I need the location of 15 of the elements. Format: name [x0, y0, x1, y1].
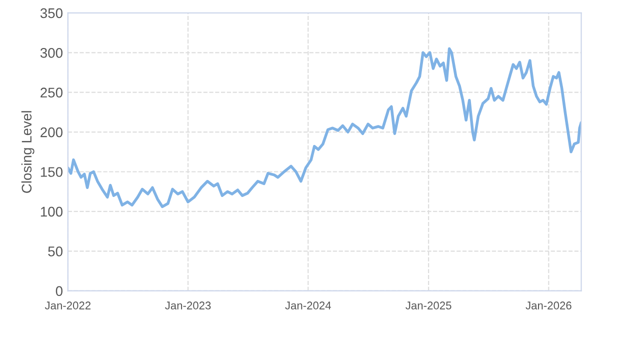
y-tick-label: 50	[48, 246, 63, 256]
x-tick-label: Jan-2025	[406, 302, 452, 310]
x-tick-label: Jan-2024	[285, 302, 331, 310]
y-tick-label: 250	[40, 88, 63, 98]
y-tick-label: 0	[56, 286, 63, 296]
line-series	[68, 47, 582, 208]
x-tick-label: Jan-2022	[44, 302, 91, 310]
x-tick-label: Jan-2023	[165, 302, 211, 310]
y-tick-label: 100	[40, 206, 63, 217]
x-tick-label: Jan-2026	[526, 302, 572, 310]
y-axis-title: Closing Level	[21, 111, 34, 193]
y-tick-label: 150	[40, 167, 63, 177]
y-tick-label: 350	[40, 8, 63, 18]
y-tick-label: 300	[40, 48, 63, 58]
y-tick-label: 200	[40, 127, 63, 138]
